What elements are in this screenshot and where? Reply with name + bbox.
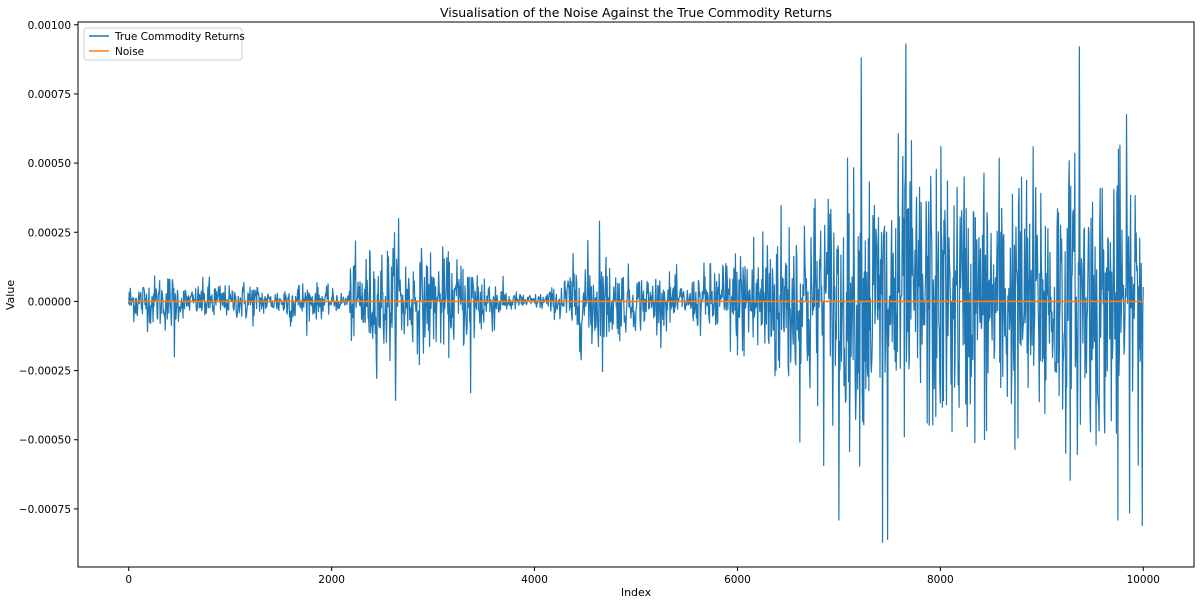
y-tick-label: 0.00075 (28, 89, 71, 101)
series-line-true-commodity-returns (128, 43, 1144, 543)
y-axis-title: Value (4, 280, 17, 310)
y-axis: −0.00075 −0.00050 −0.00025 0.00000 0.00025 0.… (19, 20, 78, 516)
x-axis: 0 2000 4000 6000 8000 10000 (125, 567, 1160, 586)
chart-title: Visualisation of the Noise Against the T… (440, 5, 832, 20)
legend-label-true-commodity-returns: True Commodity Returns (114, 31, 245, 43)
series-layer (128, 43, 1144, 543)
x-tick-label: 0 (125, 574, 132, 586)
y-tick-label: 0.00025 (28, 227, 71, 239)
y-tick-label: 0.00000 (28, 296, 71, 308)
x-axis-title: Index (621, 586, 652, 599)
y-tick-label: −0.00025 (19, 366, 71, 378)
legend: True Commodity Returns Noise (83, 27, 245, 61)
y-tick-label: −0.00075 (19, 504, 71, 516)
plot-area (77, 21, 1195, 568)
legend-label-noise: Noise (115, 46, 144, 58)
y-tick-label: −0.00050 (19, 435, 71, 447)
x-tick-label: 2000 (318, 574, 345, 586)
x-tick-label: 6000 (724, 574, 751, 586)
x-tick-label: 8000 (927, 574, 954, 586)
y-tick-label: 0.00050 (28, 158, 71, 170)
x-tick-label: 4000 (521, 574, 548, 586)
plot-frame (77, 21, 1195, 568)
y-tick-label: 0.00100 (28, 20, 71, 32)
x-tick-label: 10000 (1127, 574, 1160, 586)
legend-box (83, 27, 243, 61)
